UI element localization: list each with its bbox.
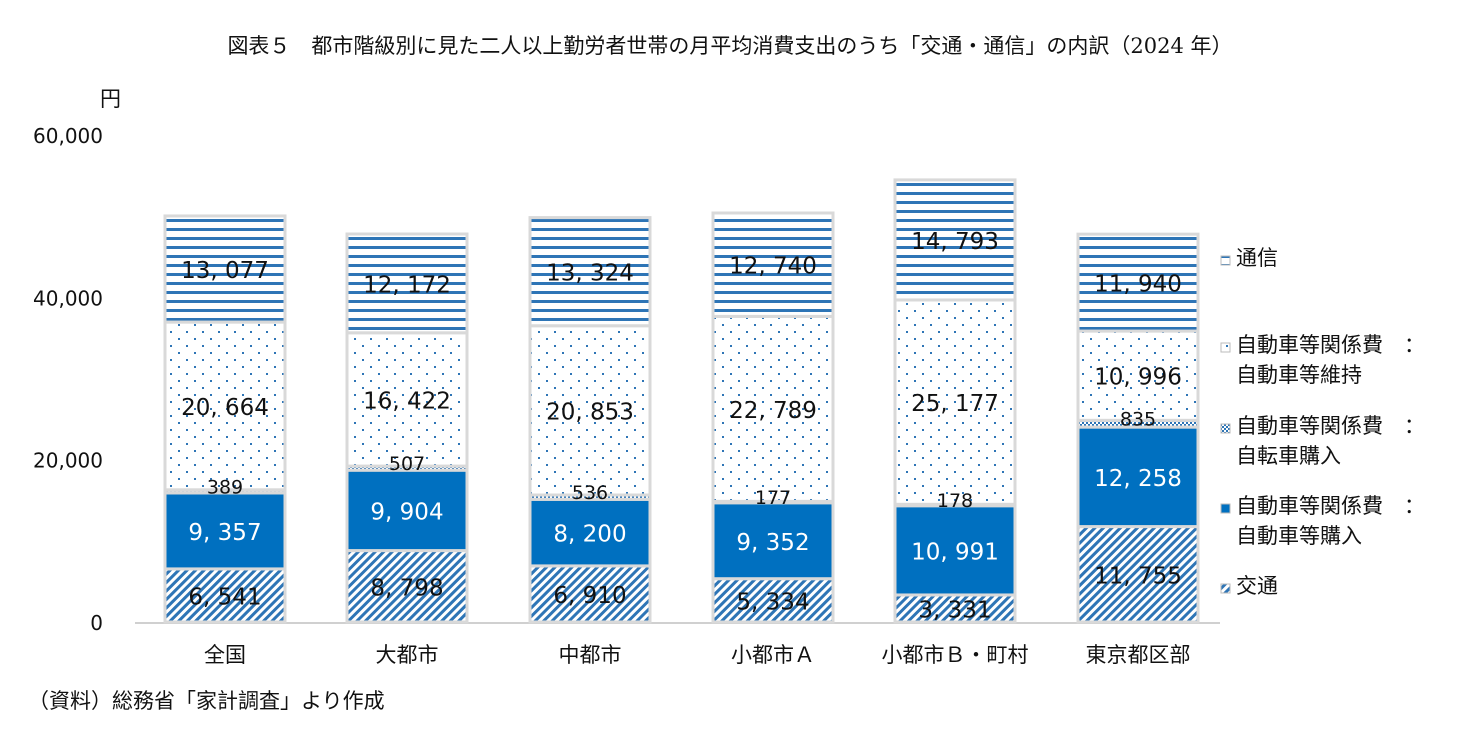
data-label: 22, 789 (729, 398, 817, 424)
data-label: 12, 258 (1094, 466, 1182, 492)
legend-label: 自動車等関係費 ： 自動車等購入 (1236, 494, 1425, 548)
bar-segment (528, 497, 652, 568)
chart-title: 図表５ 都市階級別に見た二人以上勤労者世帯の月平均消費支出のうち「交通・通信」の… (227, 34, 1233, 58)
bar-segment (345, 468, 469, 553)
legend-swatch (1220, 503, 1231, 514)
source-note: （資料）総務省「家計調査」より作成 (28, 689, 385, 713)
data-label: 5, 334 (736, 589, 809, 615)
legend-label-line: 自動車等関係費 ： (1236, 333, 1425, 357)
data-label: 389 (207, 476, 243, 498)
legend-item: 交通 (1220, 574, 1278, 598)
data-label: 11, 755 (1094, 563, 1182, 589)
legend-item: 自動車等関係費 ： 自動車等購入 (1220, 494, 1425, 548)
bar-segment (163, 214, 287, 324)
legend-swatch (1220, 423, 1231, 434)
legend-item: 自動車等関係費 ： 自転車購入 (1220, 414, 1425, 468)
y-axis-label: 円 (100, 87, 121, 111)
data-label: 25, 177 (911, 391, 999, 417)
bar-segment (345, 549, 469, 624)
bar-segment (711, 314, 835, 503)
bar-segment (893, 298, 1017, 506)
legend-label-line: 通信 (1236, 246, 1278, 270)
legend-item: 自動車等関係費 ： 自動車等維持 (1220, 333, 1425, 387)
x-tick-label: 中都市 (559, 643, 622, 667)
bar-segment (163, 320, 287, 492)
bar-segment (345, 331, 469, 468)
legend-label: 自動車等関係費 ： 自動車等維持 (1236, 333, 1425, 387)
y-tick-label: 20,000 (33, 449, 103, 473)
x-tick-label: 全国 (204, 643, 246, 667)
bar-segment (711, 211, 835, 318)
data-label: 9, 352 (736, 530, 809, 556)
legend-swatch (1220, 342, 1231, 353)
data-label: 178 (937, 490, 973, 512)
bar-segment (893, 504, 1017, 597)
legend-label-line: 自動車等関係費 ： (1236, 414, 1425, 438)
bar-segment (163, 567, 287, 624)
bar-segment (163, 491, 287, 571)
bar-segment (711, 501, 835, 581)
legend-swatch (1220, 583, 1231, 594)
legend-label: 通信 (1236, 246, 1278, 270)
data-label: 10, 991 (911, 539, 999, 565)
y-tick-label: 60,000 (33, 124, 103, 148)
data-label: 8, 798 (370, 575, 443, 601)
bar-segment (1076, 329, 1200, 422)
legend-label-line: 自動車等関係費 ： (1236, 494, 1425, 518)
data-label: 9, 904 (370, 499, 443, 525)
legend-swatch (1220, 255, 1231, 266)
data-label: 9, 357 (188, 520, 261, 546)
legend-label-line: 自動車等購入 (1236, 524, 1362, 548)
data-label: 6, 541 (188, 584, 261, 610)
x-tick-label: 大都市 (376, 643, 439, 667)
data-label: 536 (572, 482, 608, 504)
x-tick-label: 小都市Ａ (731, 643, 815, 667)
y-tick-label: 0 (90, 611, 103, 635)
data-label: 13, 324 (546, 261, 634, 287)
data-label: 8, 200 (553, 522, 626, 548)
legend-label: 交通 (1236, 574, 1278, 598)
data-label: 12, 740 (729, 254, 817, 280)
legend-label-line: 交通 (1236, 574, 1278, 598)
legend-label: 自動車等関係費 ： 自転車購入 (1236, 414, 1425, 468)
data-label: 6, 910 (553, 583, 626, 609)
data-label: 13, 077 (181, 258, 269, 284)
data-label: 14, 793 (911, 229, 999, 255)
data-label: 11, 940 (1094, 272, 1182, 298)
y-tick-label: 40,000 (33, 286, 103, 310)
bar-segment (893, 178, 1017, 302)
bar-segment (1076, 425, 1200, 529)
data-label: 16, 422 (363, 388, 451, 414)
bar-segment (1076, 232, 1200, 333)
bar-segment (528, 216, 652, 328)
x-tick-label: 東京都区部 (1086, 643, 1191, 667)
data-label: 507 (389, 453, 425, 475)
bar-segment (345, 232, 469, 335)
data-label: 20, 664 (181, 395, 269, 421)
legend-label-line: 自転車購入 (1236, 444, 1341, 468)
data-label: 177 (755, 487, 791, 509)
x-tick-label: 小都市Ｂ・町村 (882, 643, 1029, 667)
legend-label-line: 自動車等維持 (1236, 363, 1362, 387)
data-label: 10, 996 (1094, 365, 1182, 391)
data-label: 12, 172 (363, 272, 451, 298)
data-label: 3, 331 (918, 597, 991, 623)
data-label: 20, 853 (546, 399, 634, 425)
data-label: 835 (1120, 409, 1156, 431)
legend-item: 通信 (1220, 246, 1278, 270)
